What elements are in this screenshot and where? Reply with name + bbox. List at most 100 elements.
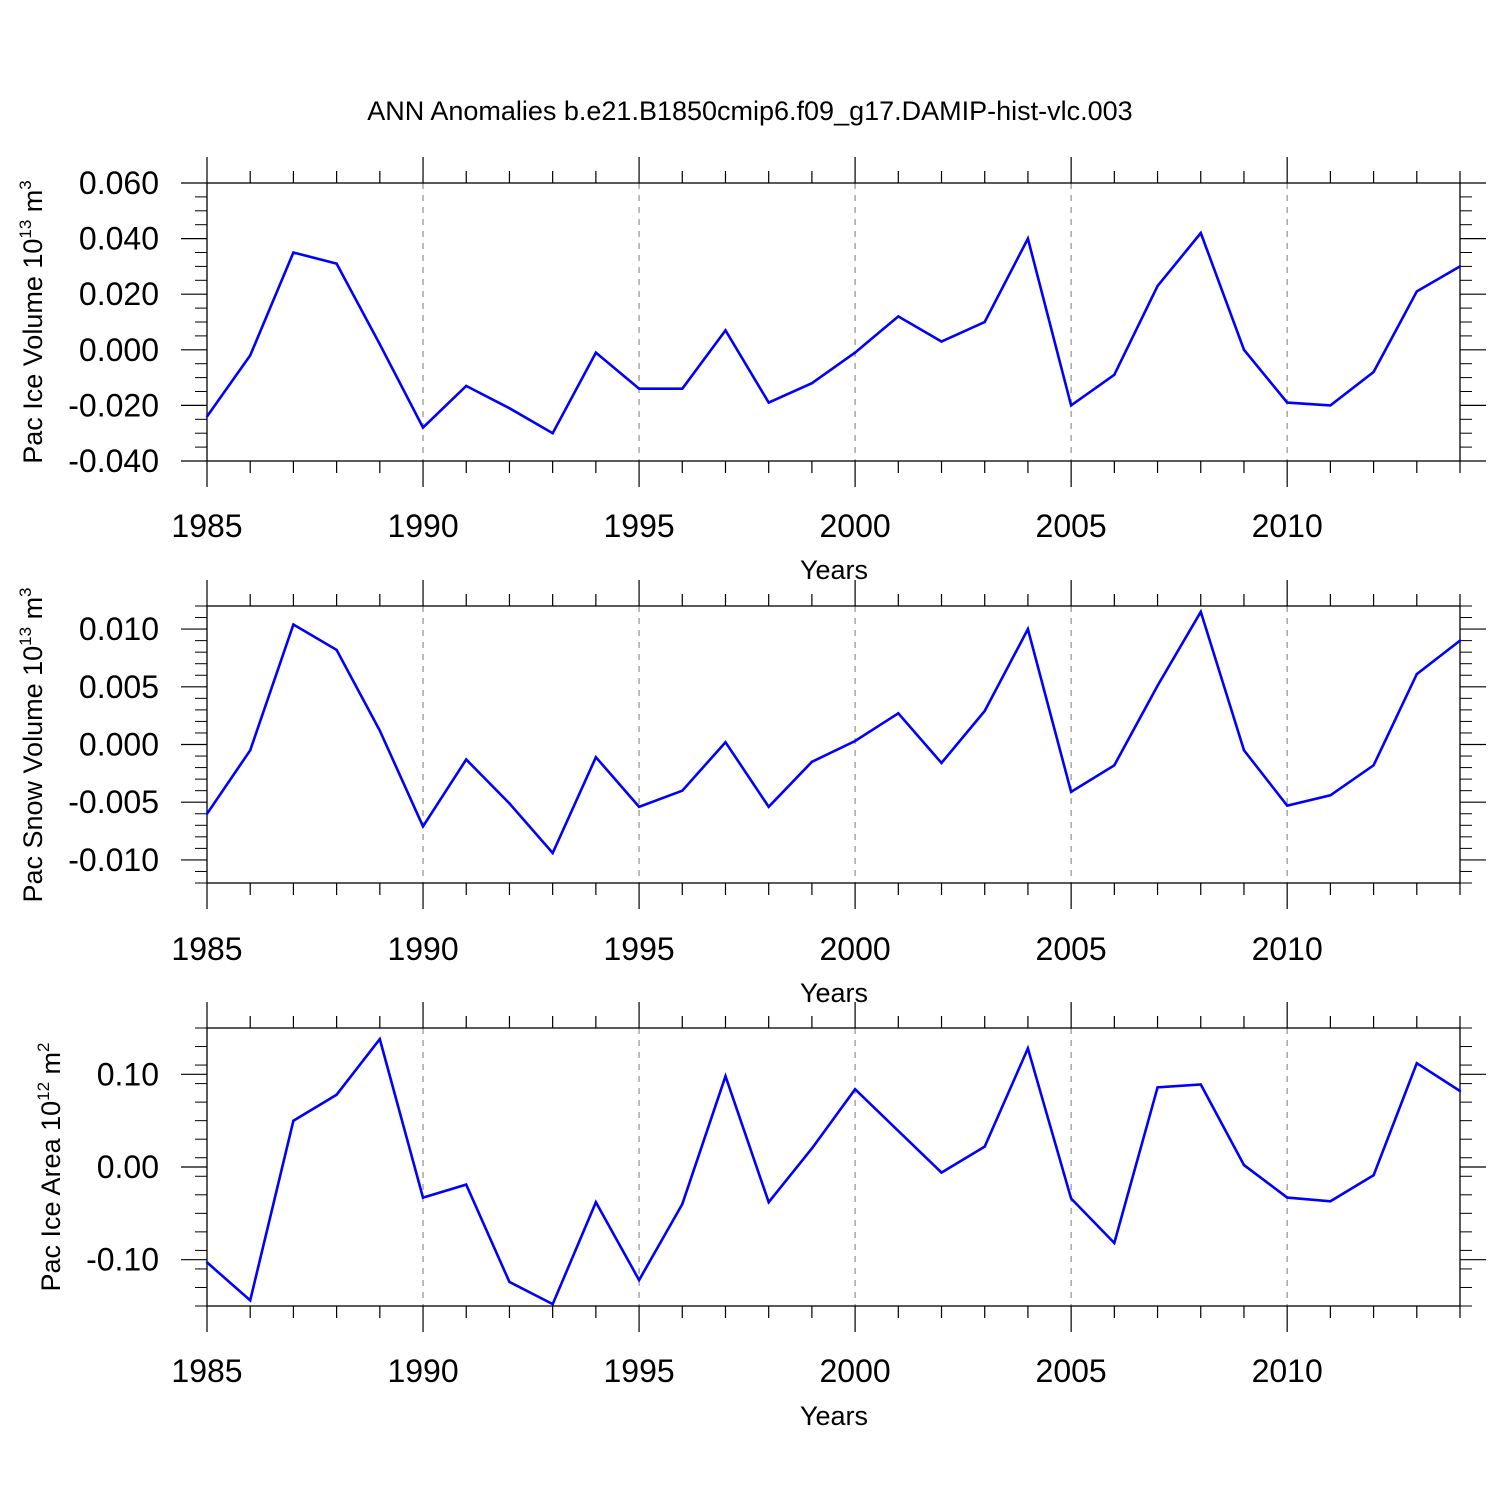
data-point [724, 329, 727, 332]
data-point [1285, 804, 1289, 807]
panel-3: 1985 1990 1995 2000 2005 2010 Years -0.10 0.00 0.… [34, 1002, 1486, 1431]
data-point [335, 648, 338, 652]
y-label-unit-exponent: 2 [34, 1042, 53, 1051]
data-point [1285, 401, 1289, 404]
data-point [1285, 1196, 1289, 1199]
data-point [205, 415, 209, 418]
data-point [1458, 1089, 1462, 1093]
data-point [1329, 404, 1332, 407]
data-point [292, 623, 295, 626]
data-point [681, 789, 684, 792]
data-point [1372, 764, 1375, 767]
data-point [1156, 284, 1159, 288]
data-point [205, 1261, 209, 1264]
data-point [1415, 1062, 1418, 1065]
x-tick-label: 1985 [171, 1353, 242, 1389]
x-tick-label: 1995 [603, 508, 674, 544]
y-label-unit: m [18, 597, 48, 627]
data-point [508, 406, 511, 410]
data-point [594, 1201, 598, 1204]
data-point [1026, 1047, 1030, 1050]
data-point [681, 1202, 684, 1206]
x-tick-label: 1990 [387, 508, 458, 544]
x-axis-label: Years [800, 1401, 868, 1431]
y-tick-label: 0.00 [97, 1149, 159, 1185]
y-label-text: Pac Ice Volume 10 [18, 239, 48, 464]
data-point [637, 387, 641, 390]
data-point [465, 758, 468, 761]
data-point [1199, 1083, 1202, 1086]
data-point [594, 755, 598, 759]
data-point [853, 351, 857, 354]
data-point [378, 1037, 382, 1041]
data-point [1113, 1241, 1116, 1245]
data-point [421, 825, 425, 828]
panel-1: 1985 1990 1995 2000 2005 2010 Years -0.040 -0.02… [16, 157, 1486, 585]
data-point [1113, 764, 1116, 767]
data-point [1329, 1200, 1332, 1203]
data-point [1458, 639, 1462, 642]
data-point [637, 1278, 641, 1282]
y-tick-label: -0.020 [68, 387, 159, 423]
y-axis-label: Pac Snow Volume 1013 m3 [16, 587, 48, 902]
data-point [1069, 1197, 1073, 1200]
data-point [1069, 404, 1073, 407]
data-point [465, 384, 468, 388]
x-tick-label: 1990 [387, 931, 458, 967]
data-point [421, 426, 425, 429]
data-point [983, 1145, 986, 1148]
data-point [1242, 348, 1246, 351]
x-tick-label: 2005 [1036, 508, 1107, 544]
data-point [551, 1302, 554, 1306]
x-tick-label: 2000 [820, 508, 891, 544]
data-point [292, 1119, 295, 1122]
y-tick-label: 0.060 [79, 165, 159, 201]
panel-2: 1985 1990 1995 2000 2005 2010 Years -0.010 -0.00… [16, 580, 1486, 1008]
x-tick-label: 1990 [387, 1353, 458, 1389]
data-point [810, 760, 814, 764]
data-point [724, 1074, 727, 1078]
y-tick-label: 0.000 [79, 332, 159, 368]
data-point [940, 1171, 943, 1174]
data-point [1372, 1174, 1375, 1177]
x-tick-label: 2000 [820, 1353, 891, 1389]
data-point [1069, 790, 1073, 794]
data-point [681, 387, 684, 390]
data-point [983, 709, 986, 713]
x-tick-label: 2010 [1252, 1353, 1323, 1389]
x-tick-label: 1985 [171, 931, 242, 967]
x-tick-label: 1985 [171, 508, 242, 544]
data-point [421, 1196, 425, 1199]
x-tick-label: 2005 [1036, 931, 1107, 967]
y-tick-label: -0.10 [86, 1242, 159, 1278]
y-label-unit-exponent: 3 [16, 180, 35, 189]
data-point [1415, 290, 1418, 293]
data-point [465, 1183, 468, 1186]
y-label-unit: m [36, 1052, 66, 1082]
y-tick-label: -0.005 [68, 784, 159, 820]
y-tick-label: 0.020 [79, 276, 159, 312]
x-tick-label: 2010 [1252, 508, 1323, 544]
data-point [551, 851, 554, 855]
data-series-line [205, 230, 1461, 435]
x-tick-label: 1995 [603, 931, 674, 967]
plot-frame [206, 605, 1461, 884]
data-point [335, 1093, 338, 1096]
y-label-unit: m [18, 190, 48, 220]
y-tick-label: -0.010 [68, 842, 159, 878]
data-point [292, 251, 295, 254]
data-point [1372, 370, 1375, 374]
data-point [940, 340, 943, 343]
data-point [1242, 1163, 1246, 1167]
data-point [1026, 237, 1030, 240]
data-point [897, 712, 900, 715]
data-point [249, 1299, 252, 1302]
y-label-text: Pac Ice Area 10 [36, 1101, 66, 1292]
plot-frame [206, 1027, 1461, 1307]
data-point [724, 740, 727, 744]
data-point [551, 432, 554, 435]
x-axis-label: Years [800, 978, 868, 1008]
y-label-exponent: 12 [34, 1082, 53, 1101]
